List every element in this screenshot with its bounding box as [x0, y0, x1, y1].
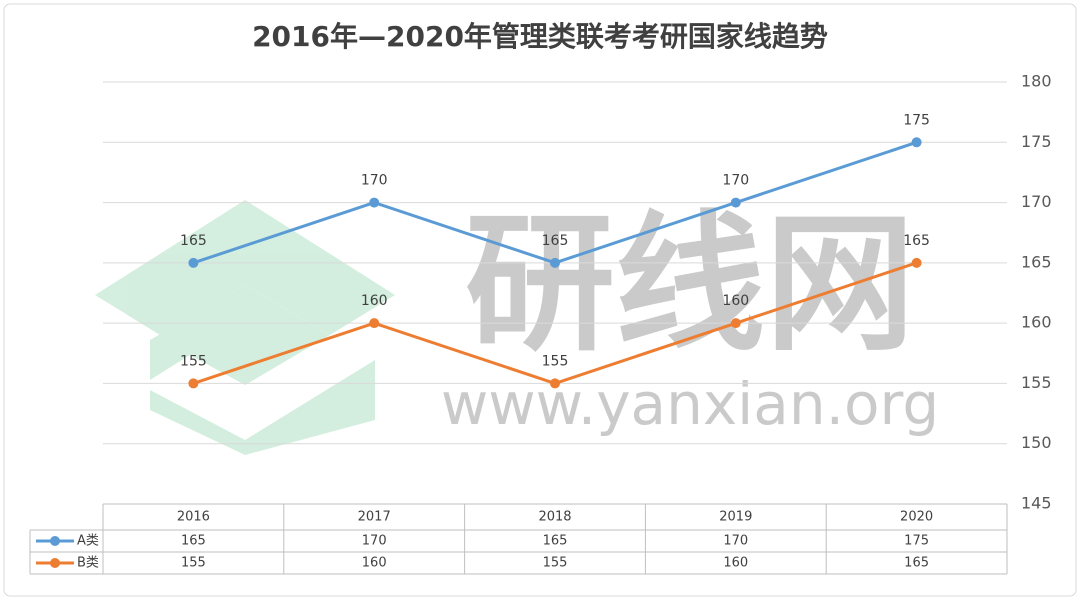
- data-point: [550, 378, 560, 389]
- chart-border: [3, 3, 1077, 597]
- data-label: 160: [361, 293, 388, 309]
- data-point: [911, 137, 922, 148]
- table-cell: 160: [362, 556, 387, 571]
- table-cell: 165: [543, 534, 568, 549]
- y-tick-label: 150: [1021, 433, 1052, 452]
- table-cell: 165: [904, 556, 929, 571]
- table-cell: 170: [362, 534, 387, 549]
- y-tick-label: 175: [1021, 132, 1052, 151]
- y-tick-label: 165: [1021, 252, 1052, 271]
- y-tick-label: 145: [1021, 494, 1052, 513]
- x-tick-label: 2017: [358, 510, 391, 525]
- y-tick-label: 180: [1021, 72, 1052, 91]
- data-label: 160: [722, 293, 749, 309]
- table-cell: 155: [181, 556, 206, 571]
- data-label: 155: [542, 353, 569, 369]
- watermark-name: 研线网: [465, 198, 915, 372]
- data-point: [188, 257, 199, 268]
- data-label: 165: [903, 233, 930, 249]
- data-point: [730, 197, 741, 208]
- data-point: [369, 197, 380, 208]
- table-cell: 170: [723, 534, 748, 549]
- x-tick-label: 2016: [177, 510, 210, 525]
- data-label: 165: [542, 233, 569, 249]
- legend-marker: [50, 536, 60, 546]
- data-point: [911, 257, 922, 268]
- data-label: 170: [361, 173, 388, 189]
- x-tick-label: 2020: [900, 510, 933, 525]
- watermark-url: www.yanxian.org: [441, 370, 939, 438]
- data-point: [188, 378, 199, 389]
- legend-label: B类: [77, 556, 99, 571]
- x-tick-label: 2018: [538, 510, 571, 525]
- data-point: [550, 257, 560, 268]
- x-tick-label: 2019: [719, 510, 752, 525]
- table-cell: 160: [723, 556, 748, 571]
- y-tick-label: 155: [1021, 373, 1052, 392]
- table-cell: 165: [181, 534, 206, 549]
- y-tick-label: 160: [1021, 313, 1052, 332]
- data-label: 165: [180, 233, 207, 249]
- table-cell: 155: [543, 556, 568, 571]
- table-cell: 175: [904, 534, 929, 549]
- legend-marker: [50, 558, 60, 568]
- data-label: 155: [180, 353, 207, 369]
- watermark-logo: [95, 200, 395, 455]
- data-label: 175: [903, 112, 930, 128]
- data-label: 170: [722, 173, 749, 189]
- data-point: [730, 318, 741, 329]
- legend-label: A类: [77, 534, 99, 549]
- data-point: [369, 318, 380, 329]
- chart-title: 2016年—2020年管理类联考考研国家线趋势: [252, 20, 828, 53]
- y-tick-label: 170: [1021, 192, 1052, 211]
